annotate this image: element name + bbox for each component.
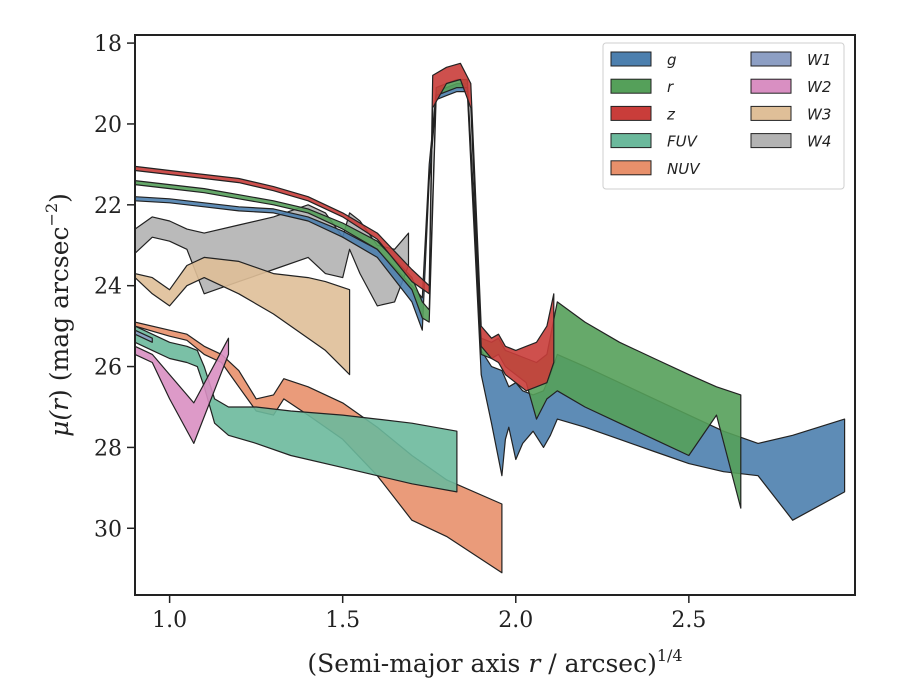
plot-frame: [134, 34, 856, 596]
y-axis-label: μ(r) (mag arcsec−2): [42, 193, 74, 437]
x-tick-label: 2.5: [671, 608, 706, 633]
legend-swatch-w2: [750, 78, 792, 94]
legend-label-w2: W2: [807, 78, 831, 96]
band-w2: [135, 337, 230, 444]
legend-label-fuv: FUV: [667, 133, 699, 151]
legend-swatch-w3: [750, 105, 792, 121]
legend-label-w4: W4: [807, 133, 831, 151]
legend-label-w1: W1: [807, 51, 831, 69]
x-axis-label: (Semi-major axis r / arcsec)1/4: [307, 646, 682, 678]
legend-swatch-r: [610, 78, 652, 94]
legend-label-w3: W3: [807, 105, 831, 123]
legend-swatch-w4: [750, 133, 792, 149]
legend-swatch-z: [610, 105, 652, 121]
legend-label-g: g: [667, 51, 677, 69]
legend-label-z: z: [666, 105, 676, 123]
legend-swatch-nuv: [610, 160, 652, 176]
band-w3: [135, 256, 351, 376]
legend-swatch-w1: [750, 51, 792, 67]
x-tick-label: 1.0: [152, 608, 187, 633]
plot-area: [135, 62, 846, 574]
band-r: [135, 78, 742, 509]
y-tick-label: 24: [94, 275, 122, 300]
legend-swatch-fuv: [610, 133, 652, 149]
x-tick-label: 2.0: [498, 608, 533, 633]
legend-swatch-g: [610, 51, 652, 67]
y-tick-label: 20: [94, 113, 122, 138]
y-tick-label: 18: [94, 32, 122, 57]
band-fuv: [135, 325, 458, 493]
band-z: [135, 62, 555, 392]
y-tick-label: 22: [94, 194, 122, 219]
legend-label-nuv: NUV: [667, 160, 701, 178]
legend-label-r: r: [667, 78, 674, 96]
band-w1: [135, 329, 153, 343]
y-tick-label: 26: [94, 356, 122, 381]
x-tick-label: 1.5: [325, 608, 360, 633]
y-tick-label: 28: [94, 436, 122, 461]
axis-ticks: 1.0 1.5 2.0 2.5 18 20 22 24 26 28 30: [94, 32, 706, 633]
y-tick-label: 30: [94, 517, 122, 542]
legend: grz FUV NUV W1 W2 W3 W4: [602, 42, 845, 190]
